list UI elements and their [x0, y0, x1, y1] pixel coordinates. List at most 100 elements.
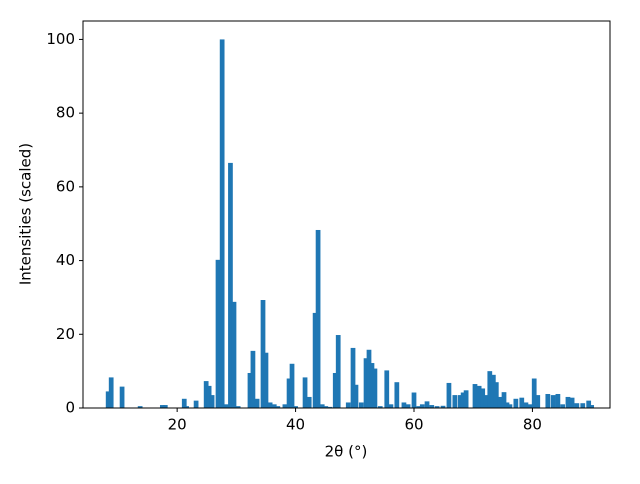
bar	[504, 402, 510, 408]
bar	[231, 301, 237, 408]
plot-frame	[82, 20, 611, 409]
bar	[429, 405, 435, 408]
bar	[472, 384, 478, 408]
bar	[223, 404, 229, 408]
bar	[345, 402, 351, 408]
bar	[434, 406, 440, 408]
bar	[545, 393, 551, 408]
bar	[289, 363, 295, 408]
bar	[535, 395, 541, 408]
x-tick-label: 80	[523, 416, 542, 434]
bar	[271, 404, 277, 408]
bar	[215, 259, 221, 408]
x-tick-label: 20	[168, 416, 187, 434]
y-tick-label: 80	[56, 104, 75, 122]
bar	[476, 385, 482, 408]
bar	[531, 378, 537, 408]
bar	[377, 406, 383, 408]
bar	[260, 300, 266, 408]
bar	[235, 406, 241, 408]
bar	[405, 404, 411, 408]
bar	[550, 395, 556, 408]
bar	[366, 349, 372, 408]
bar	[589, 405, 595, 408]
bar	[275, 406, 281, 408]
bar	[228, 162, 233, 408]
bar	[452, 395, 458, 408]
bar	[483, 395, 489, 408]
bar	[206, 385, 212, 408]
bar	[267, 402, 273, 408]
x-tick-label: 60	[404, 416, 423, 434]
bar	[332, 372, 338, 408]
bar	[137, 406, 143, 408]
bar	[460, 392, 466, 408]
bar	[105, 391, 111, 408]
bar	[565, 396, 571, 408]
bar	[358, 402, 364, 408]
bar	[319, 404, 325, 408]
bar	[440, 405, 446, 408]
bar	[416, 406, 422, 408]
y-tick-label: 100	[46, 30, 75, 48]
bar	[580, 403, 586, 408]
bar	[574, 403, 580, 408]
bar	[446, 382, 452, 408]
bar	[363, 358, 369, 408]
bar	[457, 395, 463, 408]
bar	[369, 363, 375, 408]
bar	[519, 397, 525, 408]
bar	[490, 374, 496, 408]
bar	[487, 371, 493, 408]
bar	[353, 384, 359, 408]
y-axis-label: Intensities (scaled)	[17, 143, 35, 285]
bar	[411, 392, 417, 408]
bar	[497, 396, 503, 408]
bar	[250, 350, 256, 408]
bar	[401, 402, 407, 408]
bar	[394, 382, 400, 408]
bar	[247, 372, 253, 408]
bar	[513, 398, 519, 408]
bar	[306, 396, 312, 408]
y-tick-label: 60	[56, 177, 75, 195]
bar	[527, 404, 533, 408]
bar	[560, 404, 565, 408]
bar	[108, 377, 114, 408]
bar	[293, 406, 298, 408]
bar	[424, 401, 430, 408]
bar	[463, 390, 469, 408]
bar	[507, 404, 513, 408]
bar	[327, 406, 333, 408]
bar	[312, 312, 318, 408]
bar	[315, 229, 321, 408]
y-tick-label: 40	[56, 251, 75, 269]
x-axis-label: 2θ (°)	[325, 443, 368, 461]
bar	[184, 406, 189, 408]
bar	[286, 378, 292, 408]
x-tick-label: 40	[286, 416, 305, 434]
bar	[181, 398, 187, 408]
bar	[203, 381, 209, 408]
bar	[493, 382, 499, 408]
bar	[323, 406, 329, 408]
bar	[480, 388, 486, 408]
bar	[219, 39, 225, 409]
bar	[119, 386, 125, 408]
bar	[388, 404, 394, 408]
bar	[586, 400, 592, 408]
bar	[193, 400, 199, 408]
bar	[254, 398, 260, 408]
bar	[384, 370, 390, 408]
bar	[419, 404, 425, 408]
y-tick-label: 0	[65, 399, 75, 417]
bar	[350, 347, 356, 408]
bar	[501, 392, 507, 408]
bar	[523, 402, 529, 408]
bar	[159, 405, 165, 408]
bar	[555, 393, 561, 408]
bar	[162, 405, 168, 408]
bar	[302, 377, 308, 408]
bar	[209, 395, 215, 408]
